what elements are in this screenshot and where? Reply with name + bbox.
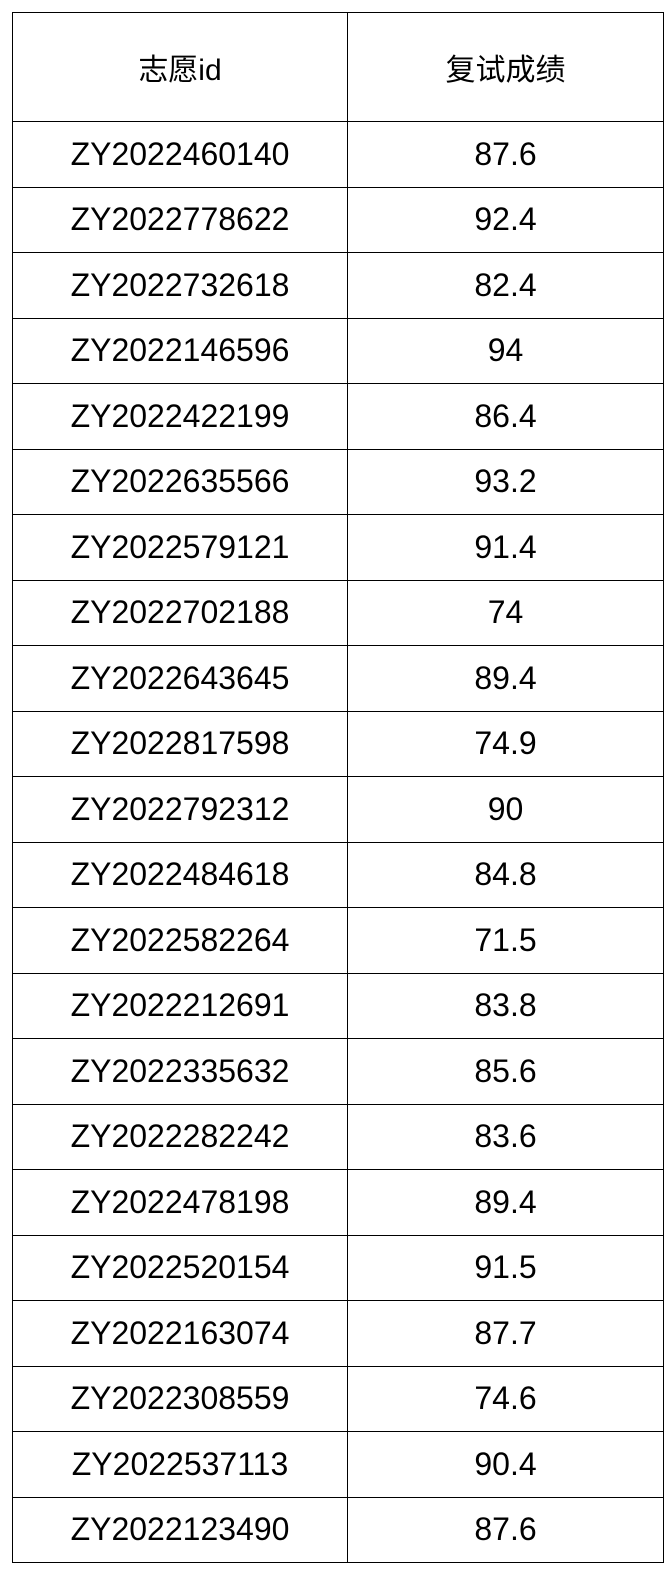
- volunteer-id-cell: ZY2022817598: [12, 710, 348, 777]
- table-row: ZY2022212691 83.8: [12, 972, 664, 1039]
- table-row: ZY2022792312 90: [12, 776, 664, 843]
- table-row: ZY2022163074 87.7: [12, 1300, 664, 1367]
- table-row: ZY2022778622 92.4: [12, 186, 664, 253]
- volunteer-id-cell: ZY2022643645: [12, 645, 348, 712]
- volunteer-id-cell: ZY2022146596: [12, 317, 348, 384]
- table-row: ZY2022123490 87.6: [12, 1496, 664, 1563]
- retest-score-cell: 87.7: [347, 1300, 664, 1367]
- table-row: ZY2022817598 74.9: [12, 710, 664, 777]
- retest-score-cell: 71.5: [347, 907, 664, 974]
- retest-score-cell: 94: [347, 317, 664, 384]
- retest-score-cell: 92.4: [347, 186, 664, 253]
- volunteer-id-cell: ZY2022579121: [12, 514, 348, 581]
- table-row: ZY2022282242 83.6: [12, 1103, 664, 1170]
- retest-score-cell: 74.9: [347, 710, 664, 777]
- retest-score-cell: 83.8: [347, 972, 664, 1039]
- volunteer-id-cell: ZY2022335632: [12, 1038, 348, 1105]
- table-row: ZY2022478198 89.4: [12, 1169, 664, 1236]
- table-row: ZY2022520154 91.5: [12, 1234, 664, 1301]
- volunteer-id-cell: ZY2022123490: [12, 1496, 348, 1563]
- retest-score-cell: 74.6: [347, 1365, 664, 1432]
- table-row: ZY2022579121 91.4: [12, 514, 664, 581]
- volunteer-id-cell: ZY2022282242: [12, 1103, 348, 1170]
- table-row: ZY2022582264 71.5: [12, 907, 664, 974]
- table-row: ZY2022702188 74: [12, 579, 664, 646]
- header-volunteer-id: 志愿id: [12, 12, 348, 122]
- volunteer-id-cell: ZY2022582264: [12, 907, 348, 974]
- table-row: ZY2022308559 74.6: [12, 1365, 664, 1432]
- retest-score-cell: 87.6: [347, 121, 664, 188]
- table-row: ZY2022643645 89.4: [12, 645, 664, 712]
- table-row: ZY2022732618 82.4: [12, 252, 664, 319]
- volunteer-id-cell: ZY2022163074: [12, 1300, 348, 1367]
- retest-score-cell: 85.6: [347, 1038, 664, 1105]
- retest-score-cell: 89.4: [347, 1169, 664, 1236]
- volunteer-id-cell: ZY2022778622: [12, 186, 348, 253]
- table-row: ZY2022537113 90.4: [12, 1431, 664, 1498]
- retest-score-cell: 91.5: [347, 1234, 664, 1301]
- table-row: ZY2022335632 85.6: [12, 1038, 664, 1105]
- volunteer-id-cell: ZY2022520154: [12, 1234, 348, 1301]
- retest-score-cell: 84.8: [347, 841, 664, 908]
- retest-score-cell: 74: [347, 579, 664, 646]
- table-row: ZY2022422199 86.4: [12, 383, 664, 450]
- volunteer-id-cell: ZY2022308559: [12, 1365, 348, 1432]
- table-row: ZY2022635566 93.2: [12, 448, 664, 515]
- table-row: ZY2022460140 87.6: [12, 121, 664, 188]
- header-row: 志愿id 复试成绩: [12, 12, 664, 122]
- retest-score-cell: 83.6: [347, 1103, 664, 1170]
- retest-score-cell: 82.4: [347, 252, 664, 319]
- retest-score-cell: 91.4: [347, 514, 664, 581]
- header-retest-score: 复试成绩: [347, 12, 664, 122]
- retest-score-cell: 87.6: [347, 1496, 664, 1563]
- volunteer-id-cell: ZY2022635566: [12, 448, 348, 515]
- volunteer-id-cell: ZY2022478198: [12, 1169, 348, 1236]
- score-table: 志愿id 复试成绩 ZY2022460140 87.6 ZY2022778622 92…: [12, 12, 664, 1563]
- retest-score-cell: 89.4: [347, 645, 664, 712]
- volunteer-id-cell: ZY2022484618: [12, 841, 348, 908]
- volunteer-id-cell: ZY2022537113: [12, 1431, 348, 1498]
- retest-score-cell: 90.4: [347, 1431, 664, 1498]
- table-row: ZY2022484618 84.8: [12, 841, 664, 908]
- retest-score-cell: 86.4: [347, 383, 664, 450]
- volunteer-id-cell: ZY2022702188: [12, 579, 348, 646]
- volunteer-id-cell: ZY2022460140: [12, 121, 348, 188]
- table-row: ZY2022146596 94: [12, 317, 664, 384]
- volunteer-id-cell: ZY2022422199: [12, 383, 348, 450]
- volunteer-id-cell: ZY2022212691: [12, 972, 348, 1039]
- retest-score-cell: 93.2: [347, 448, 664, 515]
- volunteer-id-cell: ZY2022792312: [12, 776, 348, 843]
- volunteer-id-cell: ZY2022732618: [12, 252, 348, 319]
- retest-score-cell: 90: [347, 776, 664, 843]
